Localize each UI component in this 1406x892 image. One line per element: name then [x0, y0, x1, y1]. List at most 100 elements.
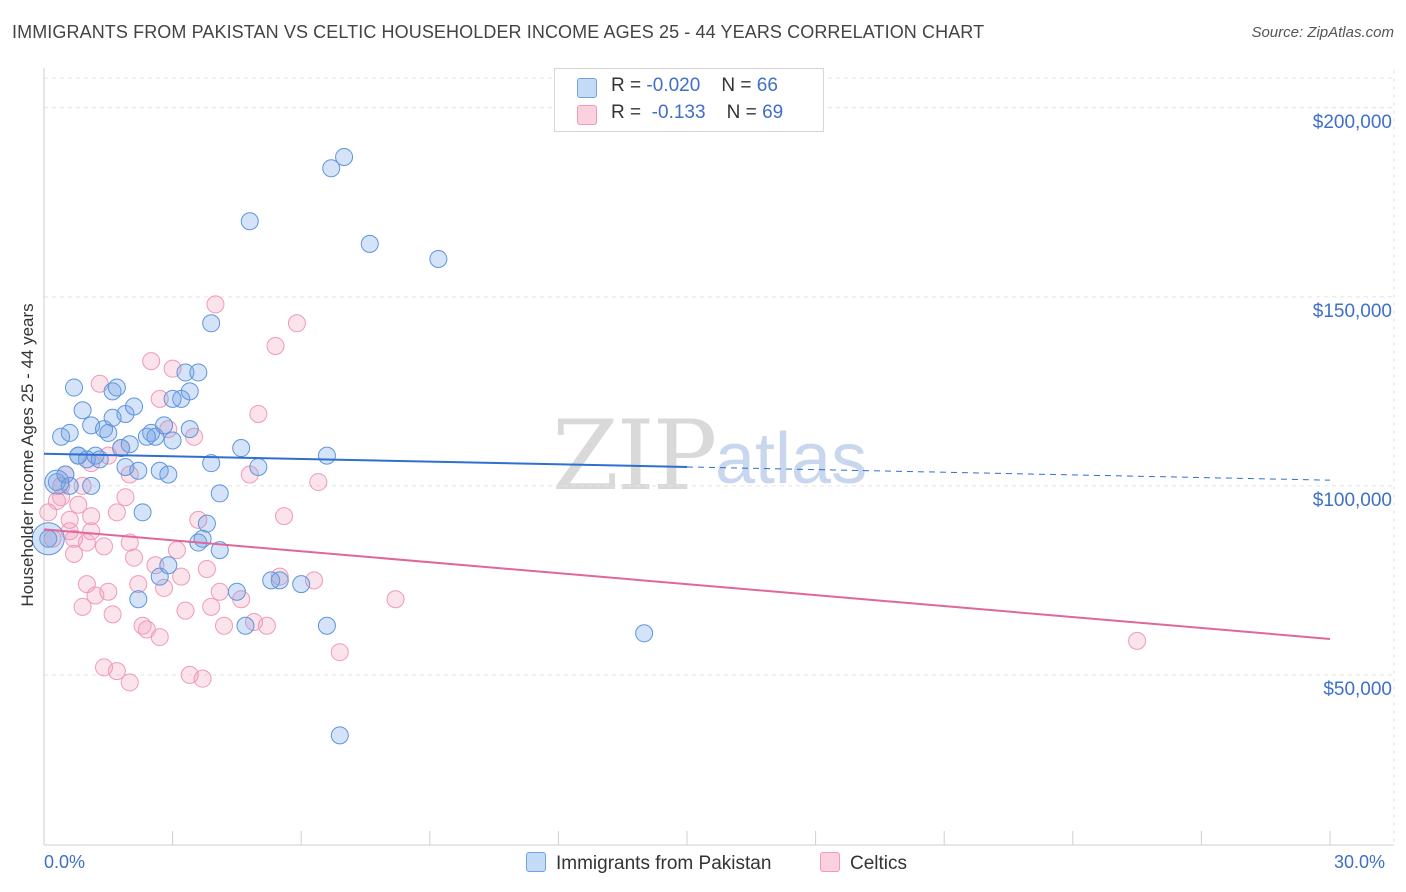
r-value: -0.020	[646, 75, 701, 96]
blue-swatch-icon	[577, 78, 597, 98]
pakistan-point	[99, 423, 118, 442]
celtics-point	[150, 389, 169, 408]
pakistan-point	[210, 484, 229, 503]
pakistan-point-large	[44, 469, 70, 495]
pakistan-point	[176, 363, 195, 382]
pakistan-point	[60, 423, 79, 442]
pakistan-point	[202, 314, 221, 333]
chart-title: IMMIGRANTS FROM PAKISTAN VS CELTIC HOUSE…	[12, 22, 985, 42]
pakistan-point	[292, 575, 311, 594]
celtics-point	[116, 488, 135, 507]
celtics-point	[120, 533, 139, 552]
r-label: R =	[611, 102, 642, 123]
pakistan-point	[317, 616, 336, 635]
pakistan-point	[112, 439, 131, 458]
y-tick-label: $100,000	[1312, 489, 1392, 511]
celtics-point	[197, 560, 216, 579]
n-label: N =	[721, 75, 752, 96]
legend-label-celtics: Celtics	[850, 853, 908, 874]
celtics-point	[69, 495, 88, 514]
pakistan-point	[103, 408, 122, 427]
correlation-legend: R = -0.020 N = 66 R = -0.133 N = 69	[554, 68, 824, 132]
celtics-point	[206, 295, 225, 314]
pakistan-point	[120, 435, 139, 454]
pink-swatch-icon	[820, 852, 840, 872]
pakistan-point	[163, 431, 182, 450]
pakistan-point	[82, 476, 101, 495]
celtics-point	[266, 336, 285, 355]
pakistan-point	[180, 420, 199, 439]
pakistan-point	[129, 461, 148, 480]
celtics-point	[129, 575, 148, 594]
legend-item-pakistan: Immigrants from Pakistan	[526, 852, 771, 875]
pakistan-point	[107, 378, 126, 397]
pakistan-trend-line	[43, 452, 688, 468]
celtics-point	[77, 533, 96, 552]
celtics-point	[155, 578, 174, 597]
pakistan-point	[73, 401, 92, 420]
celtics-point	[1128, 631, 1147, 650]
pakistan-point	[249, 457, 268, 476]
celtics-point	[189, 510, 208, 529]
celtics-point	[103, 605, 122, 624]
celtics-point	[249, 405, 268, 424]
celtics-point	[309, 473, 328, 492]
pakistan-points	[31, 147, 654, 745]
pink-swatch-icon	[577, 105, 597, 125]
celtics-point	[125, 548, 144, 567]
pakistan-point	[240, 212, 259, 231]
axes	[43, 68, 1394, 846]
celtics-point	[150, 628, 169, 647]
celtics-point	[142, 352, 161, 371]
pakistan-point	[159, 465, 178, 484]
celtics-point	[73, 597, 92, 616]
pakistan-point	[330, 726, 349, 745]
celtics-point	[146, 556, 165, 575]
celtics-point	[386, 590, 405, 609]
celtics-point	[167, 541, 186, 560]
celtics-points	[39, 295, 1147, 692]
pakistan-point	[322, 159, 341, 178]
pakistan-point	[236, 616, 255, 635]
x-tick-label-min: 0.0%	[44, 852, 86, 872]
celtics-point	[193, 669, 212, 688]
pakistan-trend-projection	[686, 466, 1331, 481]
celtics-point	[95, 537, 114, 556]
pakistan-point	[202, 454, 221, 473]
celtics-point	[210, 582, 229, 601]
pakistan-point	[69, 446, 88, 465]
pakistan-point	[429, 250, 448, 269]
celtics-point	[330, 643, 349, 662]
celtics-point	[107, 662, 126, 681]
pakistan-point	[137, 427, 156, 446]
blue-swatch-icon	[526, 852, 546, 872]
pakistan-point	[335, 147, 354, 166]
pakistan-point	[133, 503, 152, 522]
y-axis-label: Householder Income Ages 25 - 44 years	[18, 303, 37, 607]
pakistan-point	[189, 363, 208, 382]
pakistan-point	[52, 427, 71, 446]
pakistan-point	[125, 397, 144, 416]
celtics-point	[65, 544, 84, 563]
r-label: R =	[611, 75, 642, 96]
celtics-point	[99, 582, 118, 601]
celtics-point	[215, 616, 234, 635]
watermark-zip: ZIP	[552, 400, 717, 512]
n-value: 66	[756, 75, 778, 96]
pakistan-point	[232, 439, 251, 458]
celtics-point	[120, 673, 139, 692]
legend-item-celtics: Celtics	[820, 852, 907, 875]
pakistan-point	[197, 514, 216, 533]
celtics-point	[270, 567, 289, 586]
n-label: N =	[726, 102, 757, 123]
celtics-point	[202, 597, 221, 616]
pakistan-point	[163, 389, 182, 408]
celtics-point	[82, 522, 101, 541]
legend-label-pakistan: Immigrants from Pakistan	[556, 853, 772, 874]
pakistan-point	[317, 446, 336, 465]
n-value: 69	[762, 102, 784, 123]
pakistan-point	[210, 541, 229, 560]
pakistan-point	[150, 461, 169, 480]
celtics-point	[172, 567, 191, 586]
